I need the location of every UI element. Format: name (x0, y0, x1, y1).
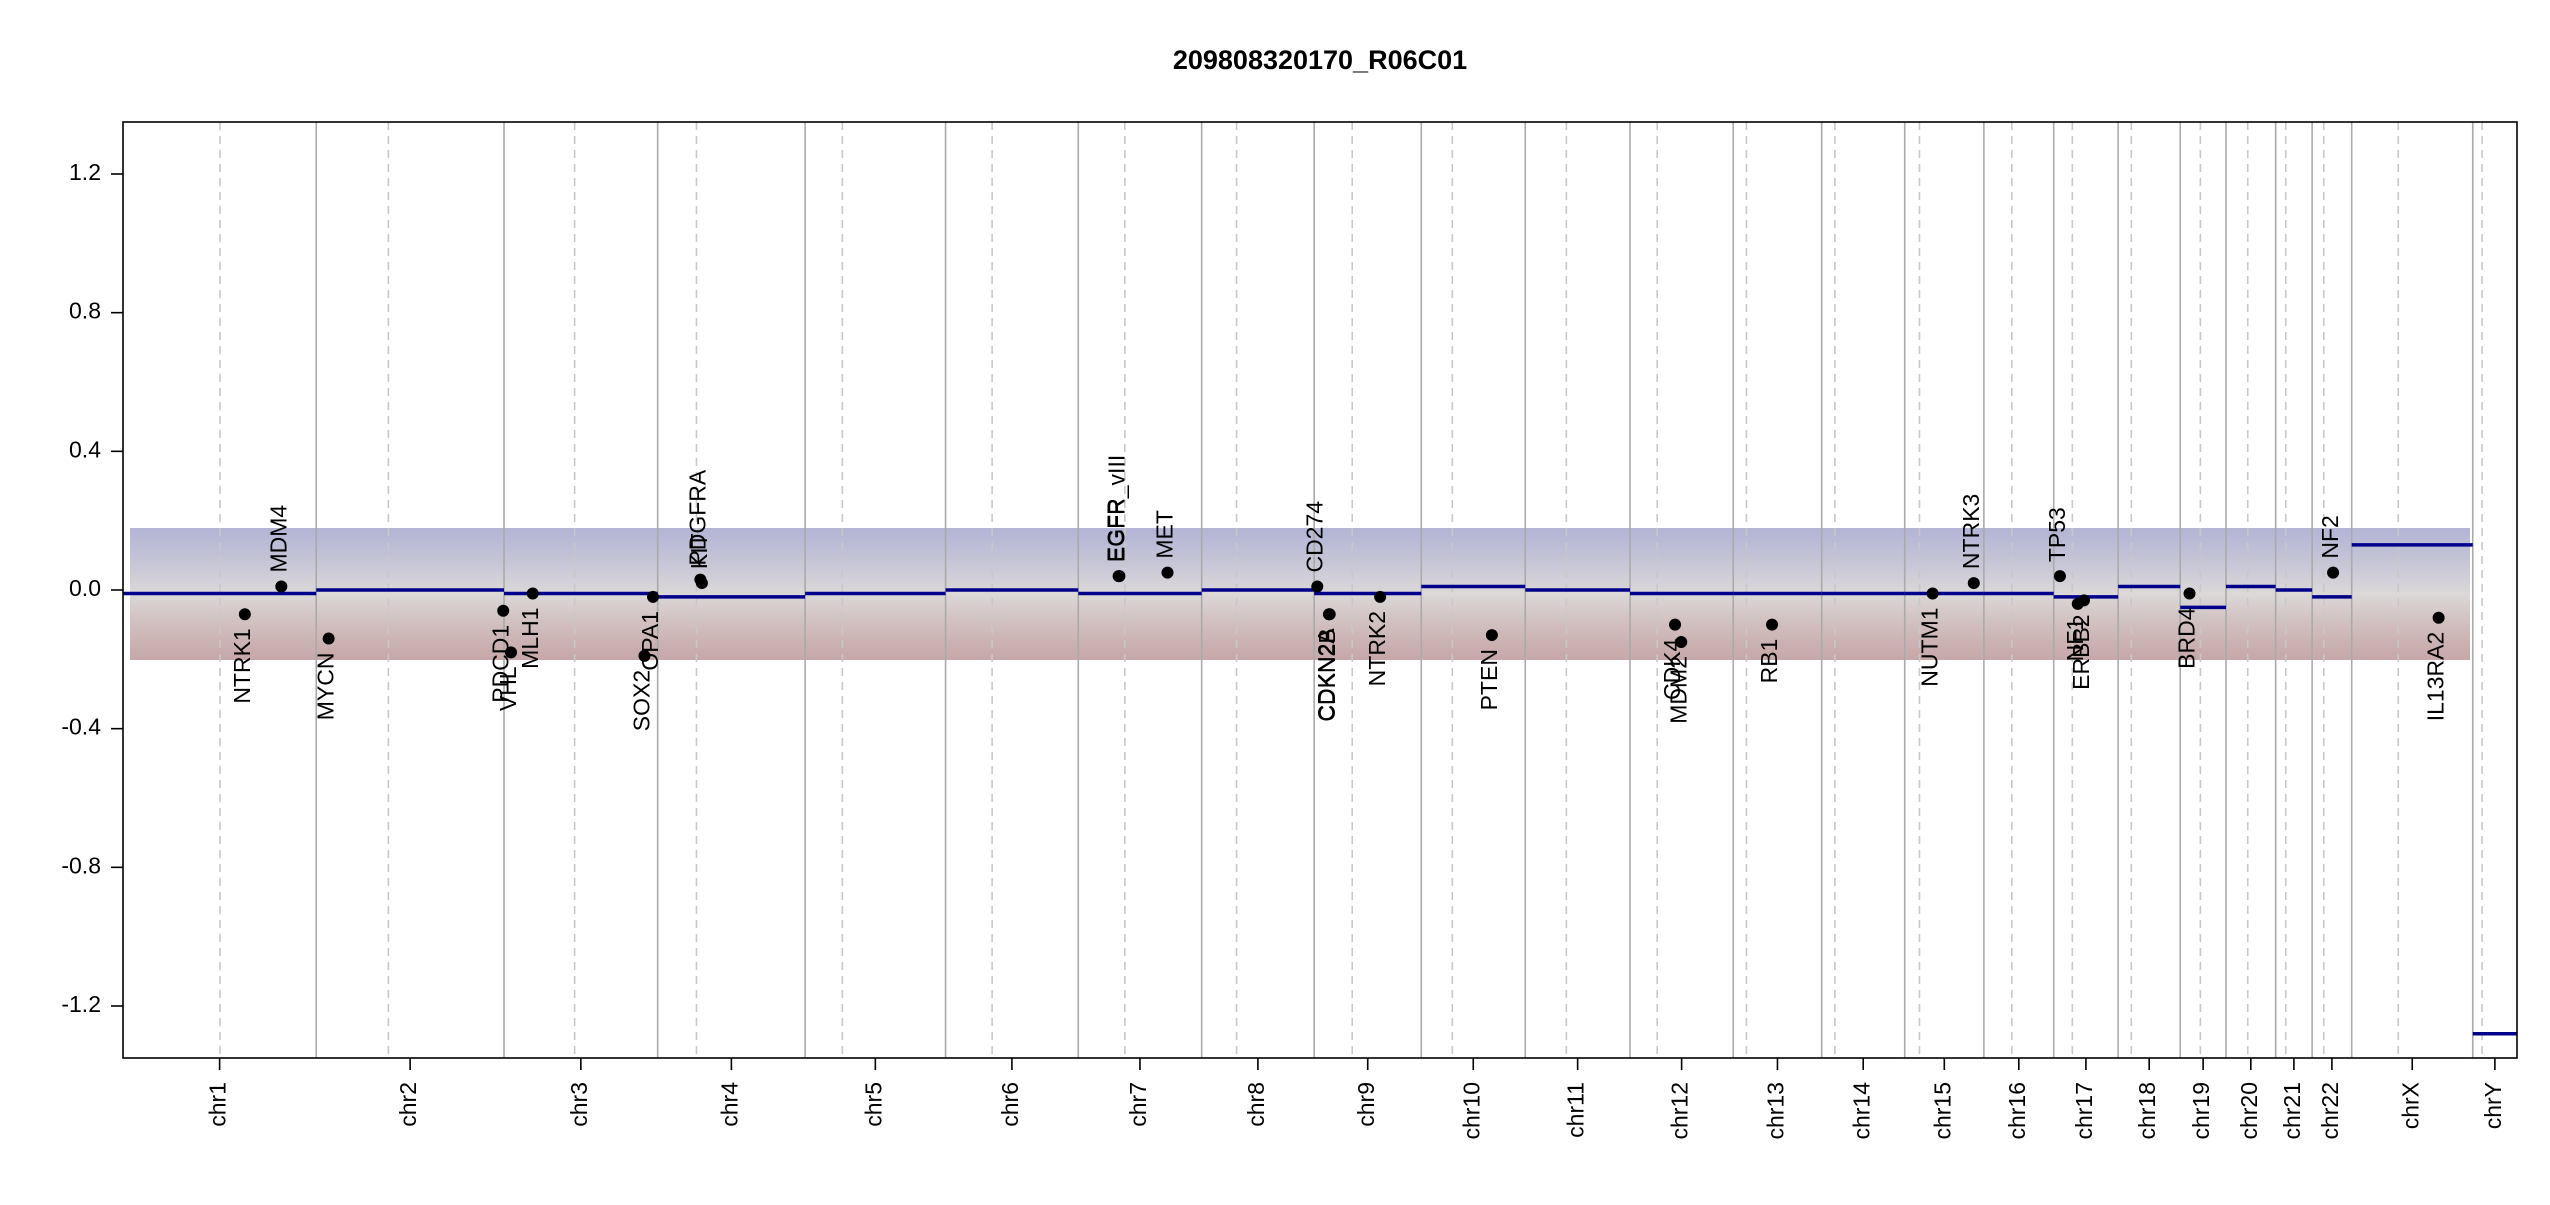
gene-label: CDKN2B (1314, 628, 1340, 721)
plot-frame (122, 121, 2518, 1059)
x-tick-label: chrY (2480, 1082, 2506, 1129)
gene-label: IL13RA2 (2423, 632, 2449, 722)
x-tick-label: chr19 (2188, 1082, 2214, 1140)
gene-label: MYCN (313, 653, 339, 721)
x-tick-label: chr22 (2317, 1082, 2343, 1140)
x-tick-label: chr17 (2071, 1082, 2097, 1140)
gene-point (1967, 577, 1980, 590)
gene-label: NF1 (2062, 618, 2088, 661)
gene-point (1669, 618, 1682, 631)
gene-label: MLH1 (517, 607, 543, 668)
y-tick-label: 0.0 (69, 575, 101, 601)
chart-title: 209808320170_R06C01 (1173, 45, 1467, 75)
x-tick-label: chr5 (860, 1082, 886, 1127)
gene-label: EGFR_vIII (1103, 455, 1129, 562)
gene-label: CDK4 (1659, 638, 1685, 700)
x-tick-label: chr7 (1125, 1082, 1151, 1127)
gene-label: MET (1152, 510, 1178, 559)
gene-point (1323, 608, 1336, 621)
gene-point (238, 608, 251, 621)
x-tick-label: chr4 (716, 1082, 742, 1127)
y-tick-label: -0.4 (61, 714, 101, 740)
plot-layer: -1.2 -0.8 -0.4 0.0 0.4 0.8 1.2 chr1 chr2 chr3 chr4… (61, 122, 2517, 1140)
gene-point (2053, 570, 2066, 583)
gene-label: PDCD1 (487, 625, 513, 703)
gene-point (1311, 580, 1324, 593)
gene-point (1485, 629, 1498, 642)
gene-label: SOX2 (629, 670, 655, 731)
gene-point (1161, 566, 1174, 579)
gene-point (647, 590, 660, 603)
x-tick-label: chr12 (1667, 1082, 1693, 1140)
gene-point (2077, 594, 2090, 607)
x-tick-label: chr16 (2004, 1082, 2030, 1140)
y-tick-label: -1.2 (61, 991, 101, 1017)
gene-label: NTRK3 (1958, 494, 1984, 569)
gene-point (638, 649, 651, 662)
gene-point (526, 587, 539, 600)
x-tick-label: chr13 (1763, 1082, 1789, 1140)
x-tick-label: chr15 (1929, 1082, 1955, 1140)
gene-point (1766, 618, 1779, 631)
x-tick-label: chr20 (2236, 1082, 2262, 1140)
x-tick-label: chr3 (566, 1082, 592, 1127)
gene-label: NF2 (2317, 515, 2343, 558)
x-tick-label: chr14 (1848, 1082, 1874, 1140)
gene-label: VHL (495, 666, 521, 711)
gene-point (695, 577, 708, 590)
gene-label: ERBB2 (2068, 614, 2094, 689)
gene-label: EGFR (1103, 498, 1129, 562)
gene-label: NTRK2 (1364, 611, 1390, 686)
gene-point (505, 646, 518, 659)
gene-label: MDM2 (1665, 656, 1691, 724)
x-tick-label: chr9 (1353, 1082, 1379, 1127)
gene-label: TP53 (2044, 507, 2070, 562)
y-tick-label: 1.2 (69, 159, 101, 185)
gene-label: KIT (686, 533, 712, 569)
x-tick-label: chr11 (1563, 1082, 1589, 1138)
gene-point (1926, 587, 1939, 600)
x-tick-label: chr1 (205, 1082, 231, 1127)
gene-point (322, 632, 335, 645)
x-tick-label: chrX (2397, 1082, 2423, 1129)
gene-label: CDKN2A (1313, 628, 1339, 722)
gene-label: NTRK1 (229, 628, 255, 703)
gene-label: MDM4 (265, 505, 291, 573)
x-tick-label: chr8 (1243, 1082, 1269, 1127)
gene-label: OPA1 (637, 611, 663, 671)
gene-point (2327, 566, 2340, 579)
x-tick-label: chr6 (997, 1082, 1023, 1127)
y-tick-label: 0.4 (69, 436, 101, 462)
gene-point (2183, 587, 2196, 600)
x-tick-label: chr10 (1458, 1082, 1484, 1140)
gene-label: NUTM1 (1917, 607, 1943, 686)
x-tick-label: chr21 (2279, 1082, 2305, 1140)
gene-point (497, 604, 510, 617)
gene-label: RB1 (1756, 639, 1782, 684)
gene-label: BRD4 (2174, 607, 2200, 669)
y-tick-label: -0.8 (61, 852, 101, 878)
gene-label: CD274 (1301, 501, 1327, 573)
gene-point (275, 580, 288, 593)
gene-point (2432, 611, 2445, 624)
probe-cloud (130, 528, 2470, 660)
gene-label: PDGFRA (684, 469, 710, 566)
gene-point (1374, 590, 1387, 603)
x-tick-label: chr2 (395, 1082, 421, 1127)
x-tick-label: chr18 (2134, 1082, 2160, 1140)
gene-point (1675, 636, 1688, 648)
gene-point (1113, 570, 1126, 583)
gene-label: PTEN (1476, 649, 1502, 710)
y-tick-label: 0.8 (69, 298, 101, 324)
